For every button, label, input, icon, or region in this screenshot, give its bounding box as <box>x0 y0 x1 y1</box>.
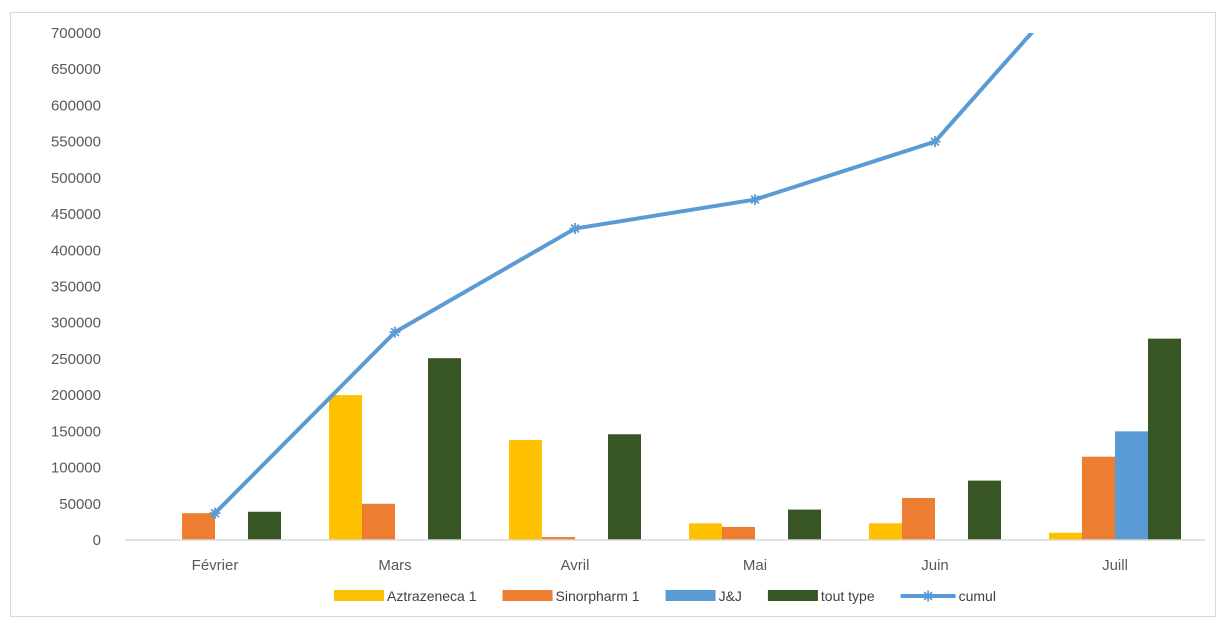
y-tick-label: 150000 <box>51 423 101 440</box>
cumul-marker-2 <box>569 223 581 235</box>
bars-group <box>182 338 1181 540</box>
bar-tout-type-3 <box>788 509 821 540</box>
cumul-marker-4 <box>929 136 941 148</box>
legend-label-4: cumul <box>959 588 996 604</box>
x-tick-label: Avril <box>561 557 590 574</box>
y-tick-label: 700000 <box>51 25 101 42</box>
bar-tout-type-2 <box>608 434 641 540</box>
y-tick-label: 300000 <box>51 315 101 332</box>
y-tick-label: 250000 <box>51 351 101 368</box>
y-tick-label: 200000 <box>51 387 101 404</box>
bar-tout-type-1 <box>428 358 461 540</box>
legend-swatch-3 <box>767 590 818 601</box>
bar-sinorpharm-1-0 <box>182 513 215 540</box>
bar-j-j-5 <box>1115 431 1148 540</box>
legend-label-2: J&J <box>719 588 742 604</box>
cumul-line <box>213 33 1035 516</box>
x-axis: Février Mars Avril Mai Juin Juill <box>192 557 1128 574</box>
legend-label-0: Aztrazeneca 1 <box>387 588 477 604</box>
cumul-line-group <box>209 33 1035 519</box>
legend-swatch-1 <box>502 590 553 601</box>
cumul-marker-3 <box>749 194 761 206</box>
cumul-marker-1 <box>389 326 401 338</box>
legend: Aztrazeneca 1 Sinorpharm 1 J&J tout type cum… <box>334 588 996 604</box>
x-tick-label: Juin <box>921 557 949 574</box>
bar-aztrazeneca-1-1 <box>329 395 362 540</box>
legend-label-1: Sinorpharm 1 <box>556 588 640 604</box>
chart-frame <box>10 12 1216 617</box>
bar-sinorpharm-1-3 <box>722 526 755 540</box>
bar-tout-type-0 <box>248 511 281 540</box>
bar-tout-type-4 <box>968 480 1001 540</box>
y-tick-label: 500000 <box>51 170 101 187</box>
bar-sinorpharm-1-2 <box>542 537 575 540</box>
legend-label-3: tout type <box>821 588 875 604</box>
bar-sinorpharm-1-4 <box>902 497 935 540</box>
x-tick-label: Mars <box>378 557 411 574</box>
legend-swatch-0 <box>334 590 385 601</box>
bar-tout-type-5 <box>1148 338 1181 540</box>
bar-aztrazeneca-1-3 <box>689 523 722 540</box>
bar-aztrazeneca-1-2 <box>509 440 542 540</box>
y-tick-label: 600000 <box>51 97 101 114</box>
y-tick-label: 550000 <box>51 134 101 151</box>
bar-aztrazeneca-1-5 <box>1049 532 1082 540</box>
x-tick-label: Février <box>192 557 239 574</box>
y-tick-label: 350000 <box>51 279 101 296</box>
bar-sinorpharm-1-5 <box>1082 456 1115 540</box>
y-tick-label: 650000 <box>51 61 101 78</box>
y-tick-label: 450000 <box>51 206 101 223</box>
legend-marker-cumul <box>922 590 934 602</box>
y-tick-label: 0 <box>93 532 101 549</box>
y-tick-label: 400000 <box>51 242 101 259</box>
y-tick-label: 50000 <box>59 496 101 513</box>
y-tick-label: 100000 <box>51 460 101 477</box>
cumul-marker-0 <box>209 507 221 519</box>
bar-aztrazeneca-1-4 <box>869 523 902 540</box>
bar-sinorpharm-1-1 <box>362 503 395 540</box>
y-axis: 0 50000 100000 150000 200000 250000 300000 3500… <box>51 25 101 549</box>
x-tick-label: Mai <box>743 557 767 574</box>
x-tick-label: Juill <box>1102 557 1128 574</box>
legend-swatch-2 <box>665 590 716 601</box>
